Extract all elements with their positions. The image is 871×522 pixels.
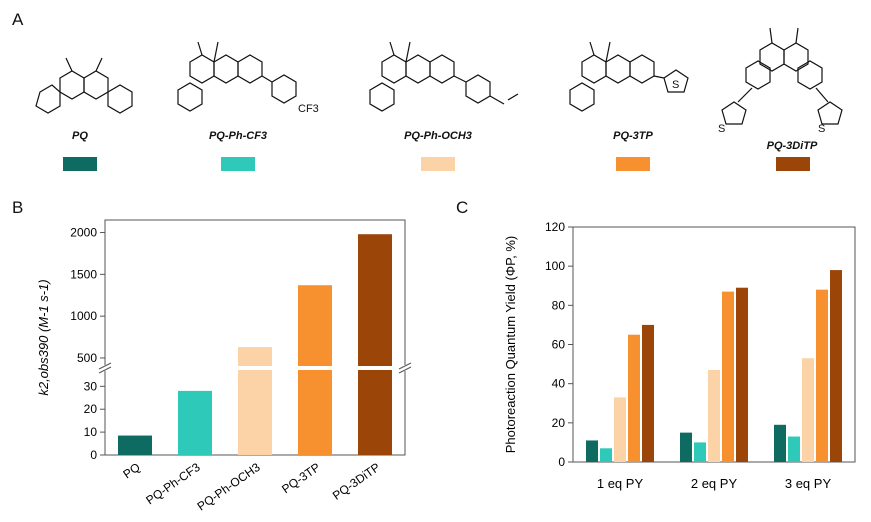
bar-c-2-1 xyxy=(788,436,800,462)
swatch-pq-ph-cf3 xyxy=(221,157,255,171)
x-tick-label-b-2: PQ-Ph-OCH3 xyxy=(195,460,263,514)
y-tick-label-c-5: 100 xyxy=(545,259,565,273)
swatch-pq-3ditp xyxy=(776,157,810,171)
thiophene-s-label-1: S xyxy=(672,79,679,91)
break-mark-b-0 xyxy=(98,366,112,374)
panel-letter-c: C xyxy=(456,198,469,217)
cf3-label: CF3 xyxy=(298,103,319,115)
molecule-name-pq-ph-cf3: PQ-Ph-CF3 xyxy=(208,130,268,142)
y-tick-label-c-2: 40 xyxy=(552,377,566,391)
bar-b-0 xyxy=(118,435,152,455)
structure-pq-3ditp xyxy=(721,27,843,125)
thiophene-s-label-3: S xyxy=(818,123,825,135)
thiophene-s-label-2: S xyxy=(718,123,725,135)
y-tick-label-up-3: 2000 xyxy=(70,226,97,240)
structure-pq xyxy=(35,57,133,114)
break-mark-a-0 xyxy=(98,362,112,370)
y-axis-label-c: Photoreaction Quantum Yield (ΦP, %) xyxy=(503,236,518,454)
bar-c-0-4 xyxy=(642,324,654,462)
bar-c-2-3 xyxy=(816,289,828,462)
y-tick-label-c-3: 60 xyxy=(552,338,566,352)
x-tick-label-c-0: 1 eq PY xyxy=(597,476,644,491)
bar-b-2 xyxy=(238,347,272,455)
chart-c: 0 20 40 60 80 100 120 1 eq PY 2 eq PY 3 eq PY Phot… xyxy=(503,220,856,491)
molecule-name-pq-3tp: PQ-3TP xyxy=(613,130,653,142)
bar-c-2-0 xyxy=(774,424,786,462)
bar-b-4 xyxy=(358,234,392,455)
y-tick-label-c-4: 80 xyxy=(552,298,566,312)
x-tick-label-b-3: PQ-3TP xyxy=(279,460,323,496)
y-tick-label-low-2: 20 xyxy=(84,402,98,416)
bar-c-1-3 xyxy=(722,291,734,462)
axis-break-band xyxy=(106,366,404,370)
bar-c-1-2 xyxy=(708,369,720,462)
molecule-structures: CF3 S S S xyxy=(35,27,843,135)
y-tick-label-low-0: 0 xyxy=(90,448,97,462)
x-tick-label-c-1: 2 eq PY xyxy=(691,476,738,491)
molecule-name-pq-ph-och3: PQ-Ph-OCH3 xyxy=(404,130,472,142)
structure-pq-ph-och3 xyxy=(369,41,519,112)
bar-c-1-1 xyxy=(694,442,706,462)
bar-c-0-0 xyxy=(586,440,598,462)
break-gap-0 xyxy=(99,365,111,371)
y-tick-label-low-3: 30 xyxy=(84,379,98,393)
bar-b-1 xyxy=(178,390,212,455)
panel-letter-b: B xyxy=(12,198,24,217)
x-tick-label-b-0: PQ xyxy=(120,460,142,481)
x-tick-label-b-4: PQ-3DiTP xyxy=(330,460,383,503)
swatch-pq xyxy=(63,157,97,171)
y-axis-label-b: k2,obs390 (M-1 s-1) xyxy=(36,279,51,395)
y-tick-label-up-2: 1500 xyxy=(70,267,97,281)
bar-c-2-2 xyxy=(802,358,814,462)
y-tick-label-up-1: 1000 xyxy=(70,309,97,323)
molecule-name-pq: PQ xyxy=(72,130,88,142)
break-mark-a-1 xyxy=(398,362,412,370)
structure-pq-ph-cf3 xyxy=(177,41,297,112)
y-tick-label-up-0: 500 xyxy=(77,351,97,365)
y-tick-label-c-6: 120 xyxy=(545,220,565,234)
bar-c-0-3 xyxy=(628,334,640,462)
bar-c-1-4 xyxy=(736,287,748,462)
x-tick-label-c-2: 3 eq PY xyxy=(785,476,832,491)
x-tick-label-b-1: PQ-Ph-CF3 xyxy=(143,460,203,508)
bar-c-0-1 xyxy=(600,448,612,462)
break-mark-b-1 xyxy=(398,366,412,374)
panel-letter-a: A xyxy=(12,10,24,29)
y-tick-label-c-1: 20 xyxy=(552,416,566,430)
bar-c-0-2 xyxy=(614,397,626,462)
bar-c-2-4 xyxy=(830,270,842,462)
bar-b-3 xyxy=(298,285,332,455)
bar-c-1-0 xyxy=(680,432,692,462)
swatch-pq-3tp xyxy=(616,157,650,171)
break-gap-1 xyxy=(399,365,411,371)
y-tick-label-c-0: 0 xyxy=(558,455,565,469)
y-tick-label-low-1: 10 xyxy=(84,425,98,439)
swatch-pq-ph-och3 xyxy=(421,157,455,171)
molecule-name-pq-3ditp: PQ-3DiTP xyxy=(766,140,818,152)
structure-pq-3tp xyxy=(569,41,689,112)
